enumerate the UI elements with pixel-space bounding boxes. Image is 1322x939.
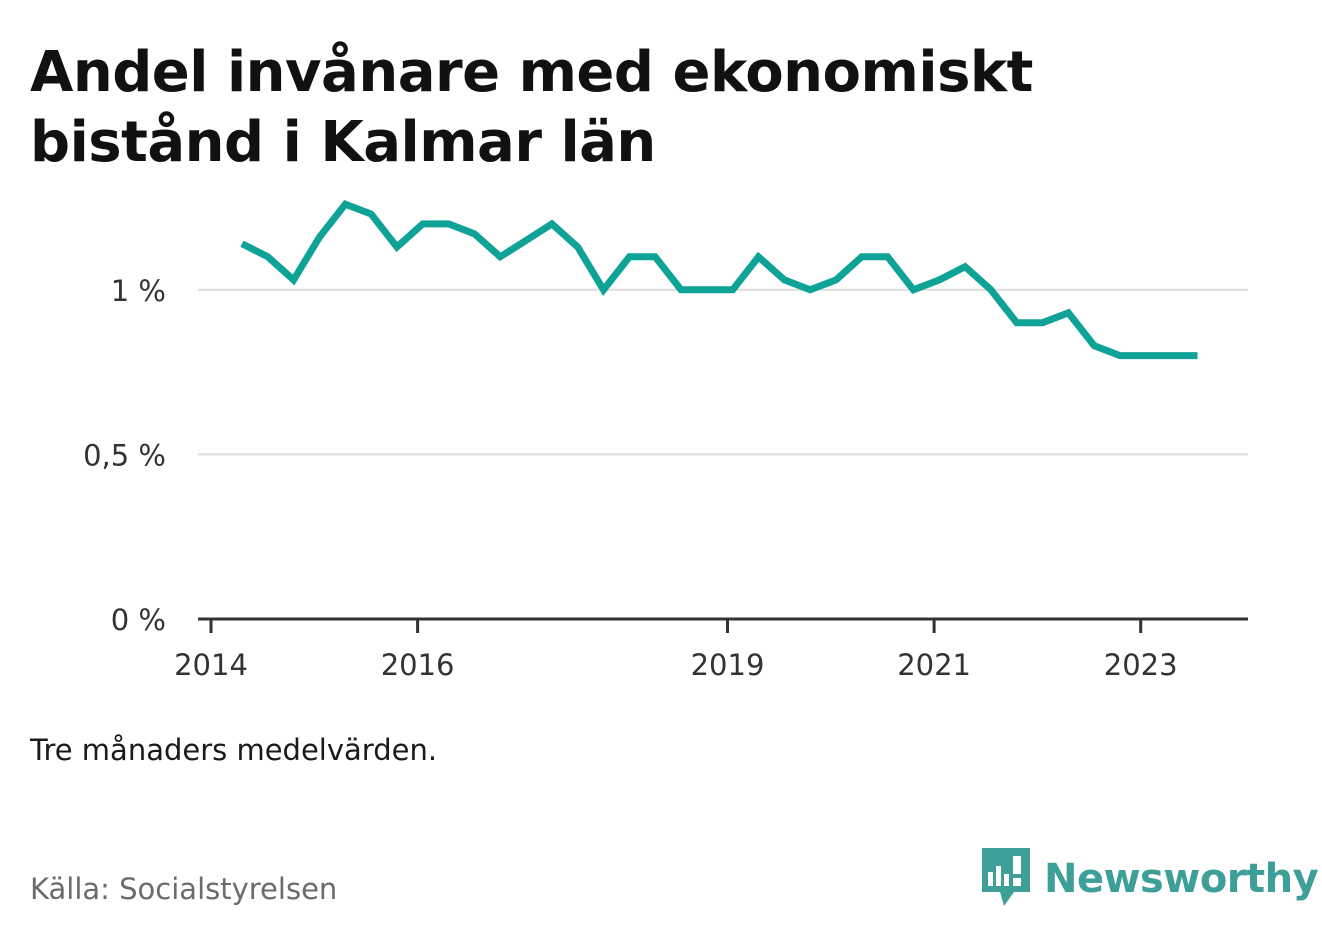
- x-tick-label: 2023: [1104, 648, 1178, 682]
- y-tick-label: 1 %: [111, 274, 166, 308]
- y-gridlines: [198, 288, 1248, 456]
- brand-name: Newsworthy: [1044, 856, 1319, 902]
- chart-note: Tre månaders medelvärden.: [30, 733, 438, 767]
- y-tick-label: 0,5 %: [83, 438, 166, 472]
- y-tick-label: 0 %: [111, 603, 166, 637]
- series-line: [240, 200, 1198, 360]
- source-text: Källa: Socialstyrelsen: [30, 872, 338, 906]
- series-layer: [240, 200, 1198, 360]
- chart-title: Andel invånare med ekonomiskt bistånd i …: [30, 40, 1033, 175]
- x-tick-label: 2014: [174, 648, 248, 682]
- x-tick-label: 2019: [691, 648, 765, 682]
- brand-logo: Newsworthy: [982, 848, 1319, 910]
- x-tick-label: 2016: [381, 648, 455, 682]
- x-tick-label: 2021: [897, 648, 971, 682]
- x-tick-labels: 2014 2016 2019 2021 2023: [174, 648, 1178, 682]
- x-axis: [198, 617, 1248, 633]
- newsworthy-logo-icon: [982, 848, 1030, 906]
- y-tick-labels: 0 % 0,5 % 1 %: [83, 274, 166, 637]
